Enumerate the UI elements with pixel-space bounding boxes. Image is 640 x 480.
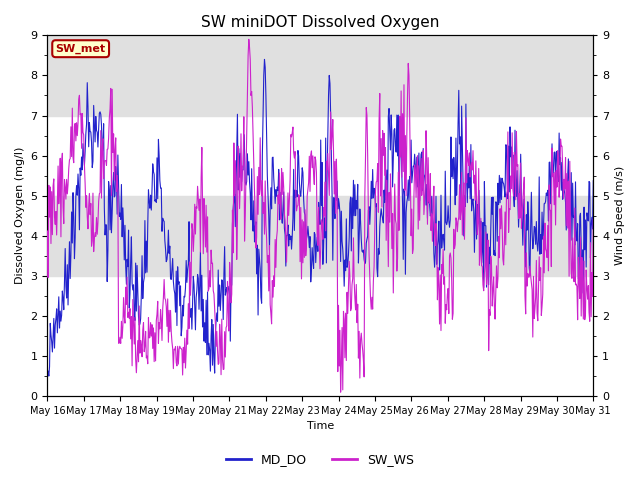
Title: SW miniDOT Dissolved Oxygen: SW miniDOT Dissolved Oxygen bbox=[201, 15, 440, 30]
X-axis label: Time: Time bbox=[307, 421, 334, 432]
Bar bbox=[47, 196, 593, 276]
Y-axis label: Wind Speed (m/s): Wind Speed (m/s) bbox=[615, 166, 625, 265]
Legend: MD_DO, SW_WS: MD_DO, SW_WS bbox=[221, 448, 419, 471]
Bar bbox=[47, 36, 593, 116]
Y-axis label: Dissolved Oxygen (mg/l): Dissolved Oxygen (mg/l) bbox=[15, 147, 25, 285]
Text: SW_met: SW_met bbox=[56, 44, 106, 54]
